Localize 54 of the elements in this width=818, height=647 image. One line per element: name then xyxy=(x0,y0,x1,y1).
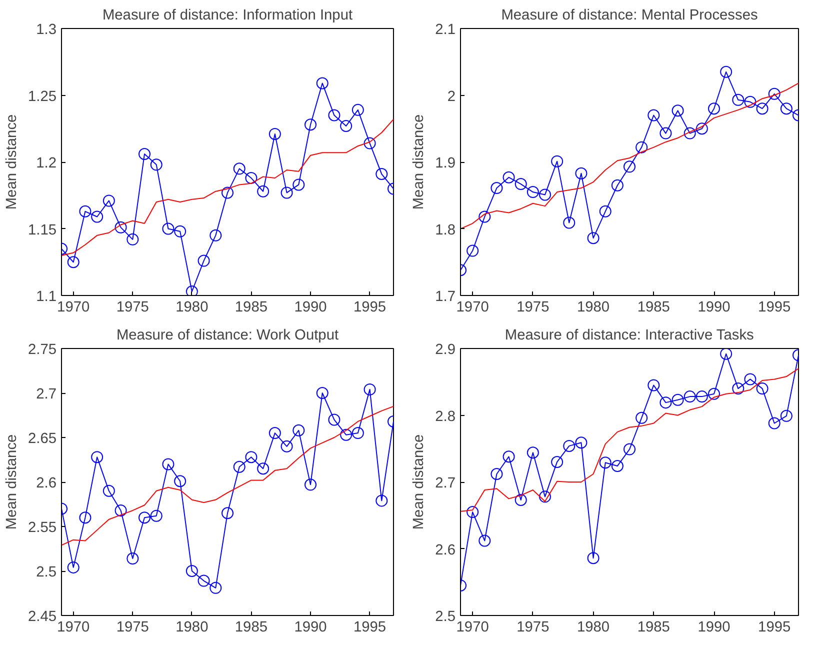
x-tick-label: 1990 xyxy=(294,300,327,316)
y-tick-label: 1.7 xyxy=(435,289,456,305)
y-tick-label: 1.1 xyxy=(36,289,56,305)
x-tick-label: 1995 xyxy=(758,300,791,316)
y-tick-label: 2.55 xyxy=(28,520,57,536)
y-tick-label: 1.3 xyxy=(36,22,56,38)
x-tick-label: 1990 xyxy=(294,620,327,636)
y-tick-label: 2.6 xyxy=(36,476,56,492)
x-tick-label: 1995 xyxy=(758,620,791,636)
x-tick-label: 1980 xyxy=(576,300,610,316)
y-axis-title: Mean distance xyxy=(4,114,20,210)
y-tick-label: 2.75 xyxy=(28,342,57,358)
y-axis-title: Mean distance xyxy=(4,434,20,530)
x-tick-label: 1975 xyxy=(516,620,550,636)
x-tick-label: 1995 xyxy=(353,620,386,636)
y-tick-label: 1.25 xyxy=(28,88,57,105)
y-tick-label: 2.7 xyxy=(36,386,56,402)
y-tick-label: 2.65 xyxy=(28,431,57,447)
x-tick-label: 1970 xyxy=(456,300,489,316)
chart-title: Measure of distance: Mental Processes xyxy=(501,8,758,24)
y-tick-label: 1.2 xyxy=(36,156,56,172)
x-tick-label: 1980 xyxy=(176,300,208,316)
y-tick-label: 2.45 xyxy=(28,609,57,625)
x-tick-label: 1975 xyxy=(516,300,550,316)
x-tick-label: 1990 xyxy=(698,300,730,316)
x-tick-label: 1975 xyxy=(116,300,149,316)
x-tick-label: 1970 xyxy=(57,300,90,316)
y-tick-label: 2.5 xyxy=(36,564,56,580)
y-axis-title: Mean distance xyxy=(411,434,428,530)
x-tick-label: 1970 xyxy=(456,620,489,636)
chart-title: Measure of distance: Information Input xyxy=(102,8,353,24)
y-axis-title: Mean distance xyxy=(411,114,428,210)
y-tick-label: 1.15 xyxy=(28,222,57,238)
x-tick-label: 1980 xyxy=(576,620,610,636)
x-tick-label: 1985 xyxy=(234,620,268,636)
x-tick-label: 1970 xyxy=(57,620,90,636)
y-tick-label: 2.1 xyxy=(435,22,456,38)
y-tick-label: 2.6 xyxy=(435,542,456,558)
x-tick-label: 1990 xyxy=(698,620,730,636)
y-tick-label: 2.5 xyxy=(435,609,456,625)
x-tick-label: 1980 xyxy=(176,620,208,636)
x-tick-label: 1995 xyxy=(353,300,386,316)
y-tick-label: 1.9 xyxy=(435,156,456,172)
y-tick-label: 1.8 xyxy=(435,222,456,238)
x-tick-label: 1985 xyxy=(637,300,670,316)
chart-title: Measure of distance: Work Output xyxy=(116,328,339,344)
y-tick-label: 2.9 xyxy=(435,342,456,358)
chart-title: Measure of distance: Interactive Tasks xyxy=(504,328,754,344)
x-tick-label: 1985 xyxy=(234,300,268,316)
y-tick-label: 2 xyxy=(447,88,456,105)
x-tick-label: 1975 xyxy=(116,620,149,636)
x-tick-label: 1985 xyxy=(637,620,670,636)
y-tick-label: 2.7 xyxy=(435,476,456,492)
y-tick-label: 2.8 xyxy=(435,408,456,425)
